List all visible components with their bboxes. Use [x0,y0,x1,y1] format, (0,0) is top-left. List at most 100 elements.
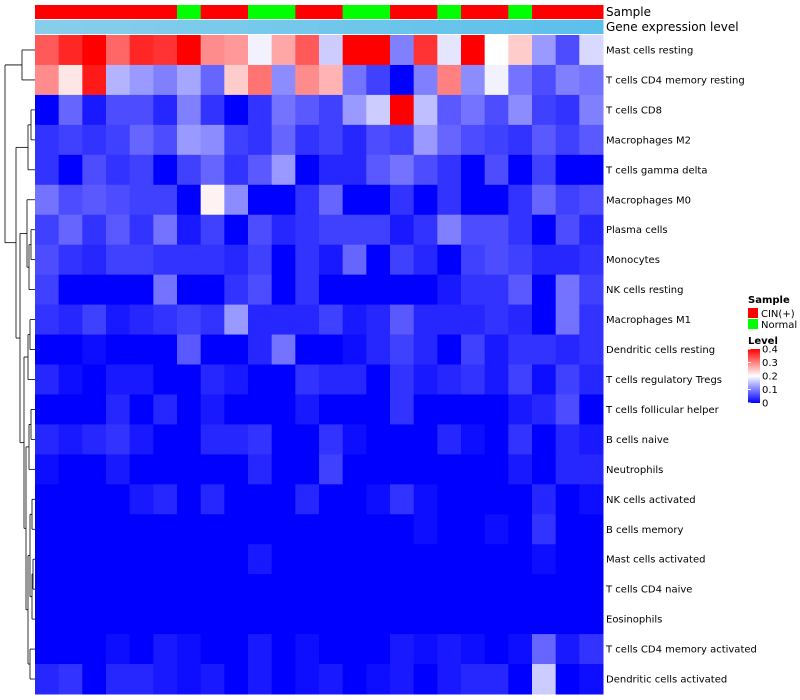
heatmap-cell [35,334,60,365]
heatmap-cell [106,35,131,66]
heatmap-cell [342,154,367,186]
heatmap-cell [579,634,604,665]
heatmap-cell [248,664,273,695]
heatmap-cell [82,574,107,605]
heatmap-cell [555,274,580,306]
heatmap-cell [461,394,486,425]
heatmap-cell [342,364,367,395]
heatmap-cell [366,364,391,395]
heatmap-cell [555,364,580,395]
heatmap-cell [129,454,154,485]
heatmap-cell [35,424,60,455]
heatmap-cell [224,94,249,126]
expression-cell [390,20,415,34]
legend-label-normal: Normal [761,320,797,331]
heatmap-cell [413,574,438,605]
heatmap-cell [508,544,533,575]
heatmap-cell [437,634,462,665]
heatmap-cell [153,394,178,425]
heatmap-cell [390,64,415,96]
heatmap-cell [532,124,557,156]
level-legend-title: Level [748,336,778,347]
heatmap-cell [82,424,107,455]
row-label: T cells gamma delta [605,165,707,176]
heatmap-cell [200,274,225,306]
heatmap-cell [129,64,154,96]
heatmap-cell [413,154,438,186]
heatmap-cell [484,394,509,425]
heatmap-cell [224,214,249,246]
heatmap-cell [35,364,60,395]
heatmap-cell [58,484,83,515]
heatmap-cell [224,35,249,66]
heatmap-cell [35,574,60,605]
heatmap-cell [390,424,415,455]
heatmap-cell [319,364,344,395]
heatmap-cell [224,334,249,365]
heatmap-cell [508,604,533,635]
row-label: Macrophages M0 [606,195,691,206]
heatmap-cell [200,484,225,515]
heatmap-cell [58,664,83,695]
heatmap-cell [200,304,225,336]
heatmap-cell [390,304,415,336]
heatmap-cell [295,184,320,216]
heatmap-cell [390,514,415,545]
heatmap-cell [224,124,249,156]
heatmap-cell [461,664,486,695]
heatmap-cell [177,274,202,306]
heatmap-cell [35,454,60,485]
sample-cell [295,5,320,19]
heatmap-cell [129,184,154,216]
heatmap-cell [58,424,83,455]
heatmap-cell [555,454,580,485]
heatmap-cell [532,35,557,66]
heatmap-cell [295,94,320,126]
heatmap-cell [579,274,604,306]
heatmap-cell [390,394,415,425]
heatmap-cell [461,35,486,66]
heatmap-cell [437,274,462,306]
heatmap-cell [177,94,202,126]
heatmap-cell [413,484,438,515]
heatmap-cell [177,394,202,425]
heatmap-cell [106,484,131,515]
heatmap-cell [200,424,225,455]
heatmap-cell [177,124,202,156]
heatmap-cell [82,484,107,515]
heatmap-cell [342,334,367,365]
heatmap-cell [106,244,131,276]
row-label: T cells CD4 naive [605,585,692,596]
heatmap-cell [58,124,83,156]
heatmap-cell [82,154,107,186]
heatmap-cell [271,124,296,156]
heatmap-cell [532,274,557,306]
heatmap-cell [106,184,131,216]
heatmap-cell [319,334,344,365]
expression-cell [437,20,462,34]
heatmap-cell [508,514,533,545]
heatmap-cell [413,274,438,306]
heatmap-cell [484,604,509,635]
heatmap-cell [579,604,604,635]
heatmap-cell [153,154,178,186]
heatmap-cell [319,64,344,96]
sample-cell [413,5,438,19]
heatmap-cell [437,124,462,156]
heatmap-cell [224,544,249,575]
heatmap-cell [342,274,367,306]
heatmap-cell [200,634,225,665]
heatmap-cell [532,634,557,665]
heatmap-cell [413,94,438,126]
heatmap-cell [366,604,391,635]
heatmap-cell [271,454,296,485]
heatmap-cell [413,604,438,635]
heatmap-cell [224,394,249,425]
heatmap-cell [461,514,486,545]
heatmap-cell [366,424,391,455]
heatmap-cell [461,154,486,186]
heatmap-cell [484,154,509,186]
heatmap-cell [35,124,60,156]
level-tick-label: 0.1 [762,385,778,396]
heatmap-cell [319,484,344,515]
